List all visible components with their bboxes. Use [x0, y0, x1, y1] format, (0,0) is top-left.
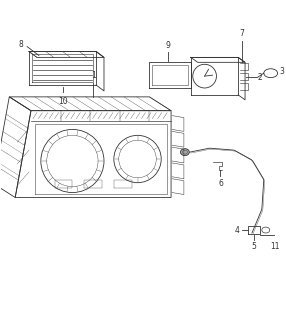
- Text: 11: 11: [270, 242, 279, 251]
- Text: 1: 1: [91, 71, 96, 80]
- Text: 4: 4: [234, 226, 239, 235]
- Text: 9: 9: [166, 41, 170, 50]
- Text: 7: 7: [240, 29, 245, 38]
- Text: 10: 10: [58, 97, 67, 106]
- Text: 2: 2: [258, 73, 263, 82]
- Text: 5: 5: [251, 242, 256, 251]
- Text: 3: 3: [280, 67, 285, 76]
- Text: 6: 6: [219, 179, 224, 188]
- Ellipse shape: [180, 149, 189, 156]
- Text: 8: 8: [18, 40, 23, 49]
